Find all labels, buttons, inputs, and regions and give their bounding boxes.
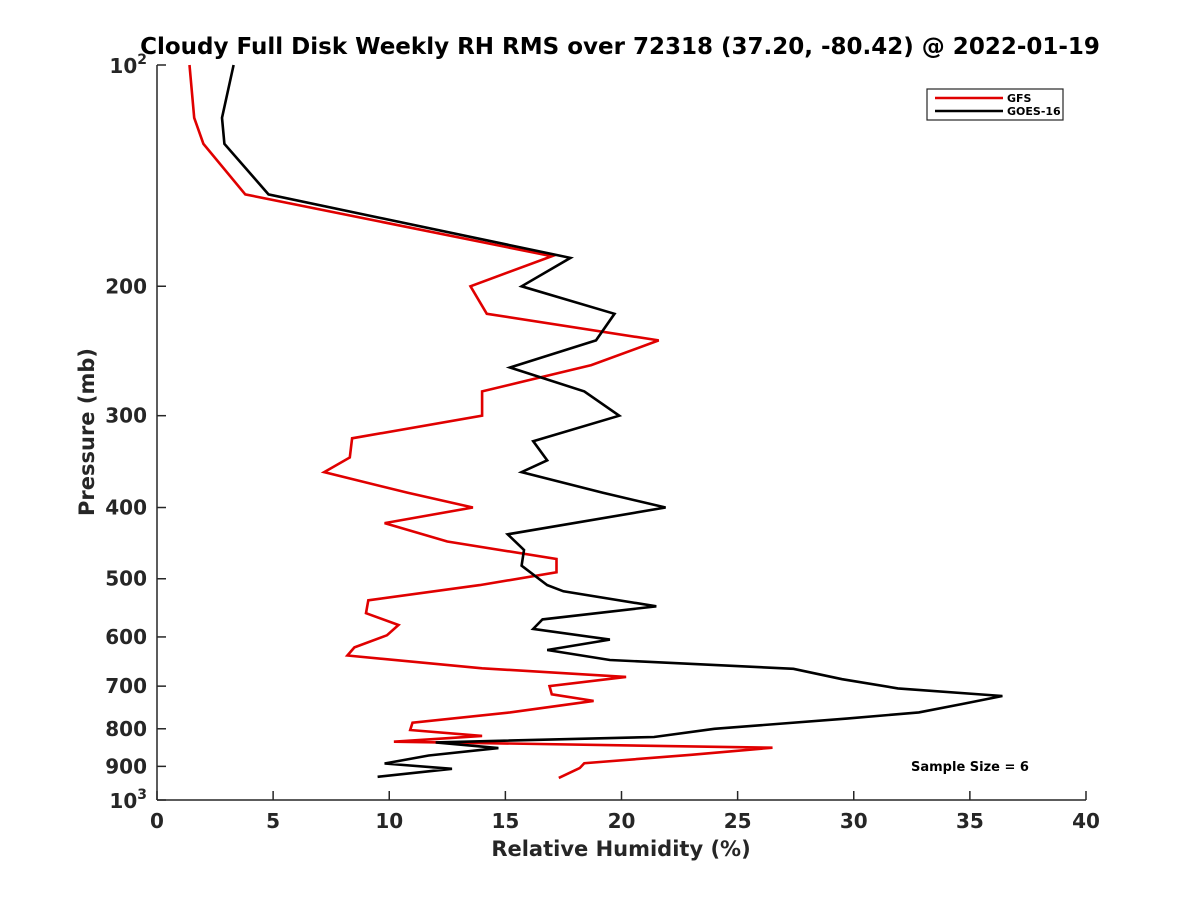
series-line-gfs (188, 64, 773, 780)
x-tick-label: 10 (375, 809, 403, 833)
sample-size-annotation: Sample Size = 6 (911, 760, 1029, 775)
x-tick-label: 30 (840, 809, 868, 833)
y-tick-label: 500 (105, 567, 147, 591)
series-line-goes-16 (220, 64, 1003, 779)
y-tick-label: 300 (105, 404, 147, 428)
y-tick-label-base: 10 (109, 54, 137, 78)
y-tick-label-power: 103 (109, 787, 147, 813)
x-tick-label: 35 (956, 809, 984, 833)
y-tick-label: 700 (105, 674, 147, 698)
series-layer (188, 64, 1003, 780)
legend-label-gfs: GFS (1007, 92, 1032, 105)
plot-area (156, 65, 1086, 801)
x-tick-label: 0 (150, 809, 164, 833)
y-tick-label: 600 (105, 625, 147, 649)
x-tick-label: 40 (1072, 809, 1100, 833)
x-axis-ticks: 0 5 10 15 20 25 30 35 40 (150, 791, 1100, 833)
y-tick-label-exponent: 2 (137, 52, 147, 68)
chart-title: Cloudy Full Disk Weekly RH RMS over 7231… (140, 34, 1100, 60)
y-axis-label: Pressure (mb) (75, 348, 99, 516)
y-tick-label-base: 10 (109, 789, 137, 813)
x-axis-label: Relative Humidity (%) (491, 837, 750, 861)
x-tick-label: 5 (266, 809, 280, 833)
y-tick-label-exponent: 3 (137, 787, 147, 803)
y-tick-label: 800 (105, 717, 147, 741)
y-tick-label-power: 102 (109, 52, 147, 78)
legend-box (926, 88, 1064, 121)
legend-label-goes16: GOES-16 (1007, 105, 1061, 118)
legend: GFS GOES-16 (926, 88, 1064, 121)
x-tick-label: 20 (608, 809, 636, 833)
x-tick-label: 25 (724, 809, 752, 833)
y-tick-label: 200 (105, 274, 147, 298)
y-tick-label: 900 (105, 754, 147, 778)
x-tick-label: 15 (491, 809, 519, 833)
y-tick-label: 400 (105, 496, 147, 520)
